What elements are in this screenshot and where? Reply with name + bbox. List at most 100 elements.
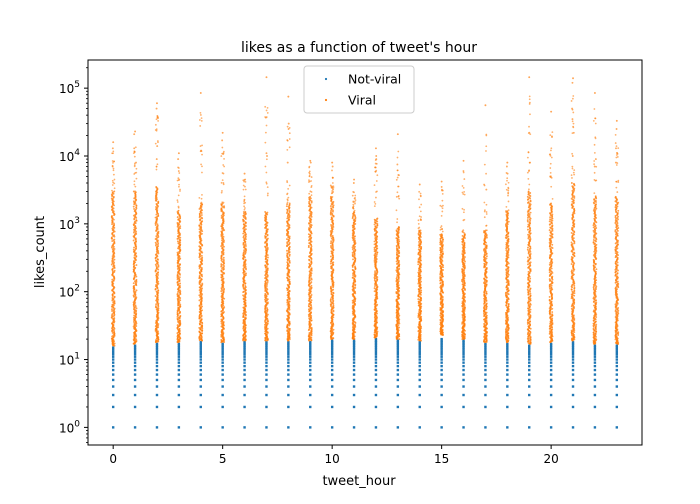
point-viral [439,292,442,295]
point-not-viral [615,355,619,358]
point-viral [352,250,355,252]
point-viral [242,241,245,244]
point-not-viral [330,361,334,364]
point-viral [223,157,225,160]
point-viral [439,228,442,231]
point-not-viral [462,346,465,349]
point-viral [374,252,377,255]
point-not-viral [396,355,400,358]
point-not-viral [330,342,334,346]
point-viral [178,319,181,322]
point-viral [221,146,224,149]
point-not-viral [462,342,465,346]
point-viral [352,203,355,206]
point-viral [307,233,310,236]
point-viral [461,234,464,237]
point-viral [111,313,114,315]
point-viral [155,303,158,306]
point-not-viral [528,373,531,376]
point-viral [178,183,180,186]
point-viral [155,168,158,171]
point-viral [222,266,224,269]
point-not-viral [177,355,181,358]
point-viral [439,319,442,321]
point-viral [463,190,466,193]
point-viral [373,221,376,224]
point-not-viral [549,342,553,346]
point-viral [198,119,201,121]
point-viral [200,216,203,219]
point-not-viral [309,385,312,388]
point-not-viral [221,373,224,376]
point-viral [373,276,376,279]
point-viral [264,309,267,312]
point-not-viral [571,355,575,358]
point-viral [398,240,401,243]
point-viral [352,207,355,210]
point-viral [332,309,335,312]
point-viral [417,300,420,303]
point-not-viral [374,378,378,382]
point-not-viral [374,358,378,361]
point-not-viral [571,342,575,346]
point-not-viral [396,352,400,356]
point-not-viral [330,341,334,344]
point-viral [288,138,291,140]
point-viral-max [221,131,224,134]
point-viral [329,303,332,306]
point-viral [398,326,401,329]
point-not-viral [418,361,421,364]
point-viral-max [156,102,158,105]
point-not-viral [549,350,553,354]
point-viral [198,330,201,333]
point-viral [223,206,226,209]
point-not-viral [155,393,159,397]
point-not-viral [133,373,137,376]
point-viral [220,269,223,272]
point-not-viral [528,378,531,382]
point-viral [112,218,115,221]
point-viral [178,263,181,266]
point-not-viral [440,344,443,347]
point-viral [309,195,312,198]
point-viral [201,220,204,223]
point-viral [155,202,158,205]
point-not-viral [374,364,378,368]
point-not-viral [484,364,487,368]
point-not-viral [374,352,378,356]
point-not-viral [243,352,246,356]
point-viral [221,172,224,174]
point-not-viral [177,342,181,346]
point-not-viral [374,348,378,351]
point-viral [111,296,114,299]
point-viral [133,180,136,183]
point-viral [461,253,464,255]
point-viral [462,193,465,195]
point-not-viral [352,364,356,368]
point-viral [135,204,138,207]
point-not-viral [374,426,378,429]
point-viral [198,245,201,248]
point-not-viral [462,368,465,372]
point-viral [439,306,442,309]
point-not-viral [549,358,553,361]
point-viral [266,112,269,114]
point-viral [395,237,398,240]
point-viral [179,225,182,228]
point-not-viral [155,385,159,388]
point-not-viral [330,393,334,397]
point-not-viral [374,361,378,364]
point-not-viral [133,346,137,349]
point-viral [354,197,356,199]
point-viral [155,128,158,131]
point-viral [135,278,138,281]
point-viral [439,314,442,317]
point-not-viral [549,364,553,368]
point-viral [111,248,114,251]
point-viral [441,210,444,213]
point-viral [200,277,203,280]
point-not-viral [396,385,400,388]
point-viral [264,210,267,213]
point-not-viral [177,350,181,354]
point-viral [242,188,245,191]
